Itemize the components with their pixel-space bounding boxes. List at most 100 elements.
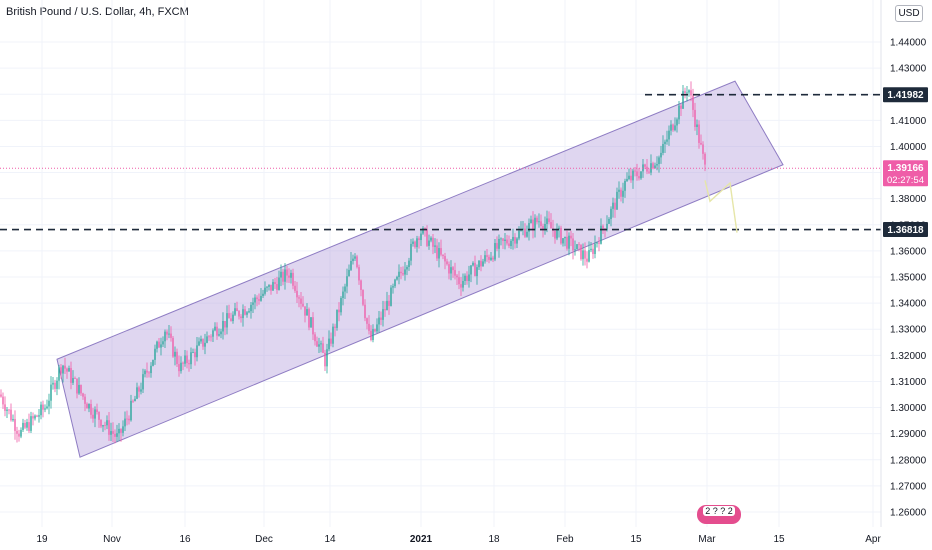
candle-body — [56, 380, 58, 389]
event-badge-panel — [703, 506, 735, 516]
candle-body — [344, 286, 346, 292]
candle-body — [544, 223, 546, 230]
candle-body — [268, 284, 270, 287]
candle-body — [176, 351, 178, 365]
candle-body — [632, 170, 634, 181]
candle-body — [682, 91, 684, 109]
candle-body — [334, 326, 336, 328]
candle-body — [162, 341, 164, 345]
candle-body — [356, 256, 358, 268]
candle-body — [242, 309, 244, 319]
currency-selector[interactable]: USD — [895, 5, 923, 22]
candle-body — [502, 238, 504, 241]
candle-body — [454, 270, 456, 276]
candle-body — [260, 295, 262, 301]
candle-body — [206, 336, 208, 343]
candle-body — [230, 318, 232, 322]
candle-body — [646, 166, 648, 172]
candle-body — [386, 300, 388, 311]
price-tick-label: 1.28000 — [890, 455, 927, 466]
candle-body — [392, 286, 394, 288]
candle-body — [634, 170, 636, 172]
candle-body — [612, 202, 614, 209]
candle-body — [616, 191, 618, 210]
candle-body — [670, 124, 672, 131]
candle-body — [216, 326, 218, 336]
horizontal-levels[interactable] — [0, 93, 881, 231]
candle-body — [446, 261, 448, 265]
candle-body — [366, 318, 368, 324]
candle-body — [34, 415, 36, 419]
candle-body — [302, 303, 304, 307]
candle-body — [464, 275, 466, 281]
candle-body — [488, 256, 490, 260]
candle-body — [170, 333, 172, 338]
candle-body — [82, 393, 84, 397]
candle-body — [628, 175, 630, 179]
candle-body — [622, 190, 624, 197]
price-axis[interactable]: 1.26000 1.27000 1.28000 1.29000 1.30000 1.310… — [890, 38, 927, 519]
candle-body — [270, 284, 272, 291]
price-tick-label: 1.26000 — [890, 508, 927, 519]
candle-body — [364, 304, 366, 319]
candle-body — [350, 261, 352, 270]
candle-body — [146, 370, 148, 373]
candle-body — [318, 344, 320, 347]
candle-body — [654, 165, 656, 169]
time-axis[interactable]: 19 Nov 16 Dec 14 2021 18 Feb 15 Mar 15 Apr — [36, 534, 881, 545]
candle-body — [660, 152, 662, 158]
candle-body — [384, 309, 386, 311]
candle-body — [42, 404, 44, 410]
candle-body — [342, 291, 344, 298]
event-badge[interactable]: 2 ? ? 2 — [697, 505, 741, 524]
candle-body — [444, 256, 446, 262]
candle-body — [618, 189, 620, 192]
candle-body — [510, 240, 512, 247]
candle-body — [626, 178, 628, 181]
candle-body — [550, 222, 552, 229]
candle-body — [352, 258, 354, 262]
candle-body — [0, 394, 2, 397]
candle-body — [2, 396, 4, 405]
candle-body — [610, 208, 612, 219]
candle-body — [124, 418, 126, 427]
candle-body — [692, 95, 694, 110]
candle-body — [684, 91, 686, 94]
candle-body — [60, 367, 62, 374]
level-price-label: 1.41982 — [887, 90, 924, 101]
candle-body — [580, 244, 582, 260]
price-tick-label: 1.43000 — [890, 64, 927, 75]
candle-body — [96, 409, 98, 412]
projection-path[interactable] — [704, 180, 738, 233]
candle-body — [74, 378, 76, 379]
candle-body — [678, 105, 680, 120]
candle-body — [218, 334, 220, 336]
candle-body — [694, 109, 696, 127]
candle-body — [284, 269, 286, 282]
candle-body — [456, 275, 458, 278]
candle-body — [490, 257, 492, 260]
candle-body — [18, 433, 20, 437]
candle-body — [228, 313, 230, 319]
candle-body — [476, 267, 478, 277]
candle-body — [32, 416, 34, 419]
candle-body — [560, 227, 562, 244]
candle-body — [262, 293, 264, 296]
candle-body — [20, 429, 22, 437]
candle-body — [566, 236, 568, 249]
price-channel[interactable] — [56, 80, 784, 458]
time-tick-label: 19 — [36, 534, 48, 545]
candle-body — [578, 244, 580, 246]
candle-body — [14, 419, 16, 431]
candle-body — [668, 130, 670, 140]
candle-body — [688, 90, 690, 93]
candle-body — [528, 223, 530, 232]
candle-body — [402, 273, 404, 275]
candle-body — [250, 304, 252, 312]
event-badge-text: 2 ? ? 2 — [705, 506, 733, 516]
candle-body — [564, 236, 566, 239]
candle-body — [608, 218, 610, 224]
candle-body — [648, 171, 650, 173]
candle-body — [408, 260, 410, 267]
